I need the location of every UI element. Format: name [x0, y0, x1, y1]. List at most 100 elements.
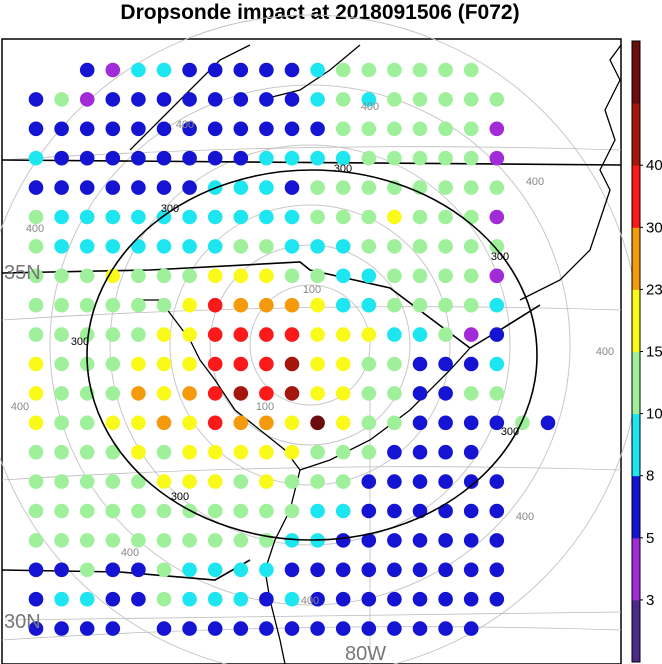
data-point	[131, 562, 146, 578]
data-point	[489, 150, 505, 166]
data-point	[207, 415, 223, 431]
data-point	[105, 62, 121, 78]
data-point	[438, 297, 453, 313]
data-point	[207, 297, 223, 313]
data-point	[79, 621, 95, 636]
data-point	[335, 415, 351, 431]
data-point	[489, 591, 505, 607]
data-point	[233, 474, 249, 489]
data-point	[131, 268, 146, 284]
data-point	[233, 268, 249, 284]
map-title: Dropsonde impact at 2018091506 (F072)	[120, 1, 520, 24]
data-point	[156, 297, 172, 313]
data-point	[310, 150, 325, 166]
data-point	[463, 591, 479, 607]
range-ring	[109, 144, 511, 546]
data-point	[361, 591, 377, 607]
data-point	[207, 356, 223, 372]
data-point	[387, 209, 402, 225]
data-point	[105, 180, 121, 195]
data-point	[489, 503, 505, 519]
data-point	[54, 268, 69, 284]
data-point	[79, 503, 95, 519]
data-point	[463, 621, 479, 636]
data-point	[438, 621, 453, 636]
data-point	[284, 92, 300, 107]
data-point	[463, 474, 479, 489]
colorbar-tick-label: 8	[646, 468, 654, 485]
data-point	[361, 562, 377, 578]
data-point	[438, 503, 453, 519]
state-border	[1, 261, 471, 349]
data-point	[207, 121, 223, 137]
data-point	[54, 209, 69, 225]
data-point	[361, 209, 377, 225]
data-point	[54, 562, 69, 578]
data-point	[207, 444, 223, 460]
data-point	[131, 150, 146, 166]
data-point	[412, 62, 428, 78]
plot-frame	[1, 38, 622, 664]
data-point	[131, 533, 146, 548]
data-point	[438, 327, 453, 342]
data-point	[259, 62, 274, 78]
data-point	[105, 621, 121, 636]
data-point	[207, 150, 223, 166]
parallel-line	[4, 611, 622, 621]
data-point	[489, 121, 505, 137]
data-point	[284, 356, 300, 372]
data-point	[131, 209, 146, 225]
data-point	[310, 62, 325, 78]
data-point	[310, 562, 325, 578]
data-point	[105, 268, 121, 284]
data-point	[28, 92, 44, 107]
colorbar: 3 5 8 10 15 23 30 40	[631, 40, 662, 663]
data-point	[54, 150, 69, 166]
data-point	[387, 356, 402, 372]
data-point	[284, 209, 300, 225]
data-point	[156, 533, 172, 548]
data-point	[54, 503, 69, 519]
colorbar-segment	[632, 475, 640, 539]
data-point	[233, 591, 249, 607]
data-point	[335, 268, 351, 284]
data-point	[259, 562, 274, 578]
data-point	[259, 150, 274, 166]
data-point	[310, 503, 325, 519]
ring-label: 100	[303, 284, 321, 296]
data-point	[79, 62, 95, 78]
data-point	[105, 297, 121, 313]
colorbar-segment	[632, 103, 640, 166]
data-point	[79, 591, 95, 607]
data-point	[233, 150, 249, 166]
data-point	[463, 180, 479, 195]
data-point	[79, 121, 95, 137]
data-point	[207, 268, 223, 284]
data-point	[438, 180, 453, 195]
coastline	[519, 44, 622, 301]
data-point	[79, 268, 95, 284]
data-point	[361, 239, 377, 254]
data-point	[361, 62, 377, 78]
data-point	[233, 415, 249, 431]
data-point	[412, 327, 428, 342]
data-point	[28, 444, 44, 460]
data-point	[463, 268, 479, 284]
data-point	[28, 356, 44, 372]
data-point	[438, 239, 453, 254]
data-point	[310, 180, 325, 195]
data-point	[412, 268, 428, 284]
ring-label: 300	[171, 491, 189, 503]
data-point	[387, 239, 402, 254]
data-point	[335, 474, 351, 489]
data-point	[131, 356, 146, 372]
data-point	[412, 562, 428, 578]
data-point	[105, 209, 121, 225]
data-point	[207, 62, 223, 78]
data-point	[233, 297, 249, 313]
data-point	[233, 356, 249, 372]
data-point	[156, 503, 172, 519]
data-point	[233, 121, 249, 137]
data-point	[156, 474, 172, 489]
data-point	[233, 533, 249, 548]
